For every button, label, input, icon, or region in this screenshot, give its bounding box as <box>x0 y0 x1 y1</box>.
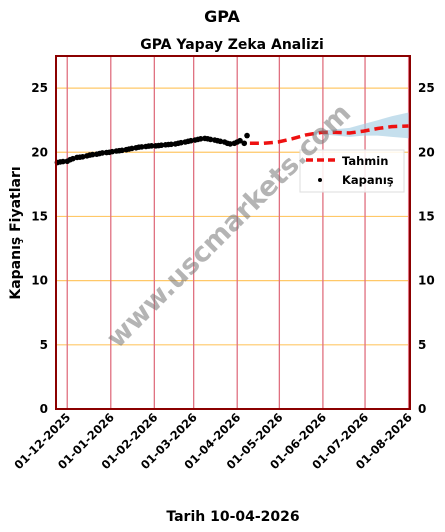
y-tick-label: 10 <box>418 274 435 288</box>
data-point <box>119 147 125 154</box>
data-point <box>99 150 106 156</box>
y-tick-label: 0 <box>418 402 426 416</box>
x-axis-label: Tarih 10-04-2026 <box>166 509 299 525</box>
data-point <box>158 142 165 149</box>
data-point <box>138 144 145 150</box>
legend: Tahmin Kapanış <box>299 149 405 193</box>
data-point <box>129 145 135 152</box>
y-tick-label: 0 <box>40 402 48 416</box>
data-point <box>227 141 233 147</box>
y-axis-label: Kapanış Fiyatları <box>8 166 24 299</box>
data-point <box>109 148 115 155</box>
data-point <box>197 135 204 142</box>
watermark: www.uscmarkets.com <box>101 98 358 355</box>
x-tick-labels: 01-12-202501-01-202601-02-202601-03-2026… <box>11 410 414 472</box>
y-tick-label: 15 <box>31 209 48 223</box>
y-tick-label: 10 <box>31 274 48 288</box>
forecast-band <box>306 112 409 139</box>
grid <box>55 56 410 410</box>
y-tick-label: 20 <box>418 145 435 159</box>
chart-title: GPA <box>204 7 240 26</box>
legend-actual-label: Kapanış <box>342 173 394 187</box>
data-point <box>70 155 76 162</box>
data-point <box>237 137 243 144</box>
data-point <box>60 158 66 165</box>
forecast-line <box>249 124 409 146</box>
data-point <box>188 137 194 144</box>
data-point <box>168 141 174 148</box>
y-tick-label: 5 <box>40 338 48 352</box>
data-point <box>79 153 86 160</box>
actual-series <box>54 132 250 166</box>
data-point <box>241 140 248 147</box>
y-tick-label: 20 <box>31 145 48 159</box>
data-point <box>217 138 224 145</box>
data-point <box>244 132 250 139</box>
legend-actual-swatch <box>318 178 322 182</box>
y-tick-labels-left: 0 5 10 15 20 25 <box>31 81 48 416</box>
chart-subtitle: GPA Yapay Zeka Analizi <box>140 37 324 53</box>
legend-box <box>299 149 405 193</box>
data-point <box>89 151 96 158</box>
y-tick-label: 25 <box>31 81 48 95</box>
legend-forecast-label: Tahmin <box>342 154 388 168</box>
y-tick-label: 5 <box>418 338 426 352</box>
data-point <box>148 143 155 149</box>
plot-frame <box>55 55 411 410</box>
y-tick-label: 15 <box>418 209 435 223</box>
y-tick-labels-right: 0 5 10 15 20 25 <box>418 81 435 416</box>
y-tick-label: 25 <box>418 81 435 95</box>
data-point <box>178 139 184 146</box>
forecast-band-area <box>306 112 409 139</box>
data-point <box>207 136 214 143</box>
forecast-series <box>249 124 409 146</box>
